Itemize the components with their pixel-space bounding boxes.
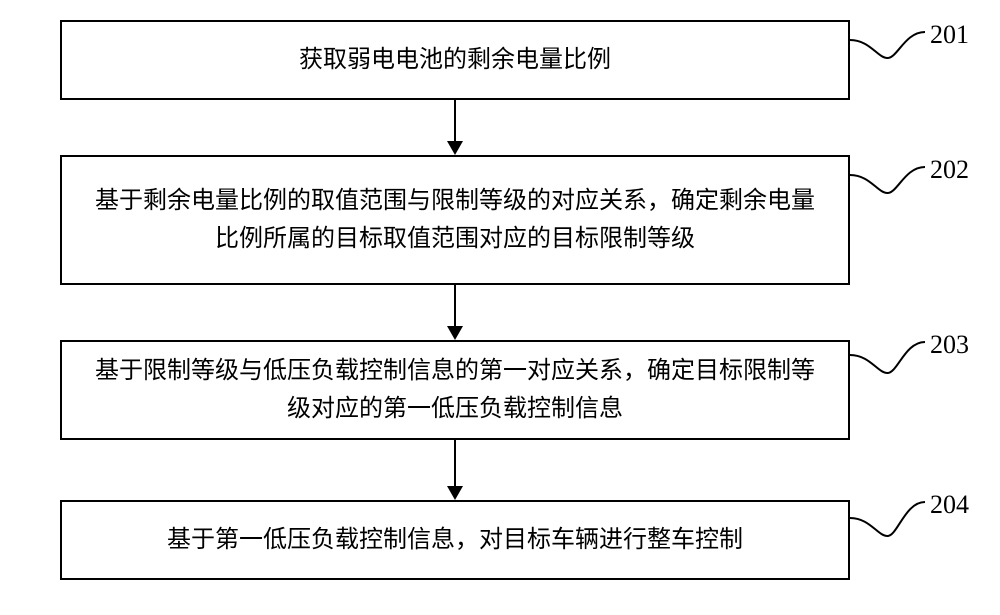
flowchart-canvas: 获取弱电电池的剩余电量比例201基于剩余电量比例的取值范围与限制等级的对应关系，… xyxy=(0,0,1000,615)
flow-arrow-3 xyxy=(0,0,1000,615)
